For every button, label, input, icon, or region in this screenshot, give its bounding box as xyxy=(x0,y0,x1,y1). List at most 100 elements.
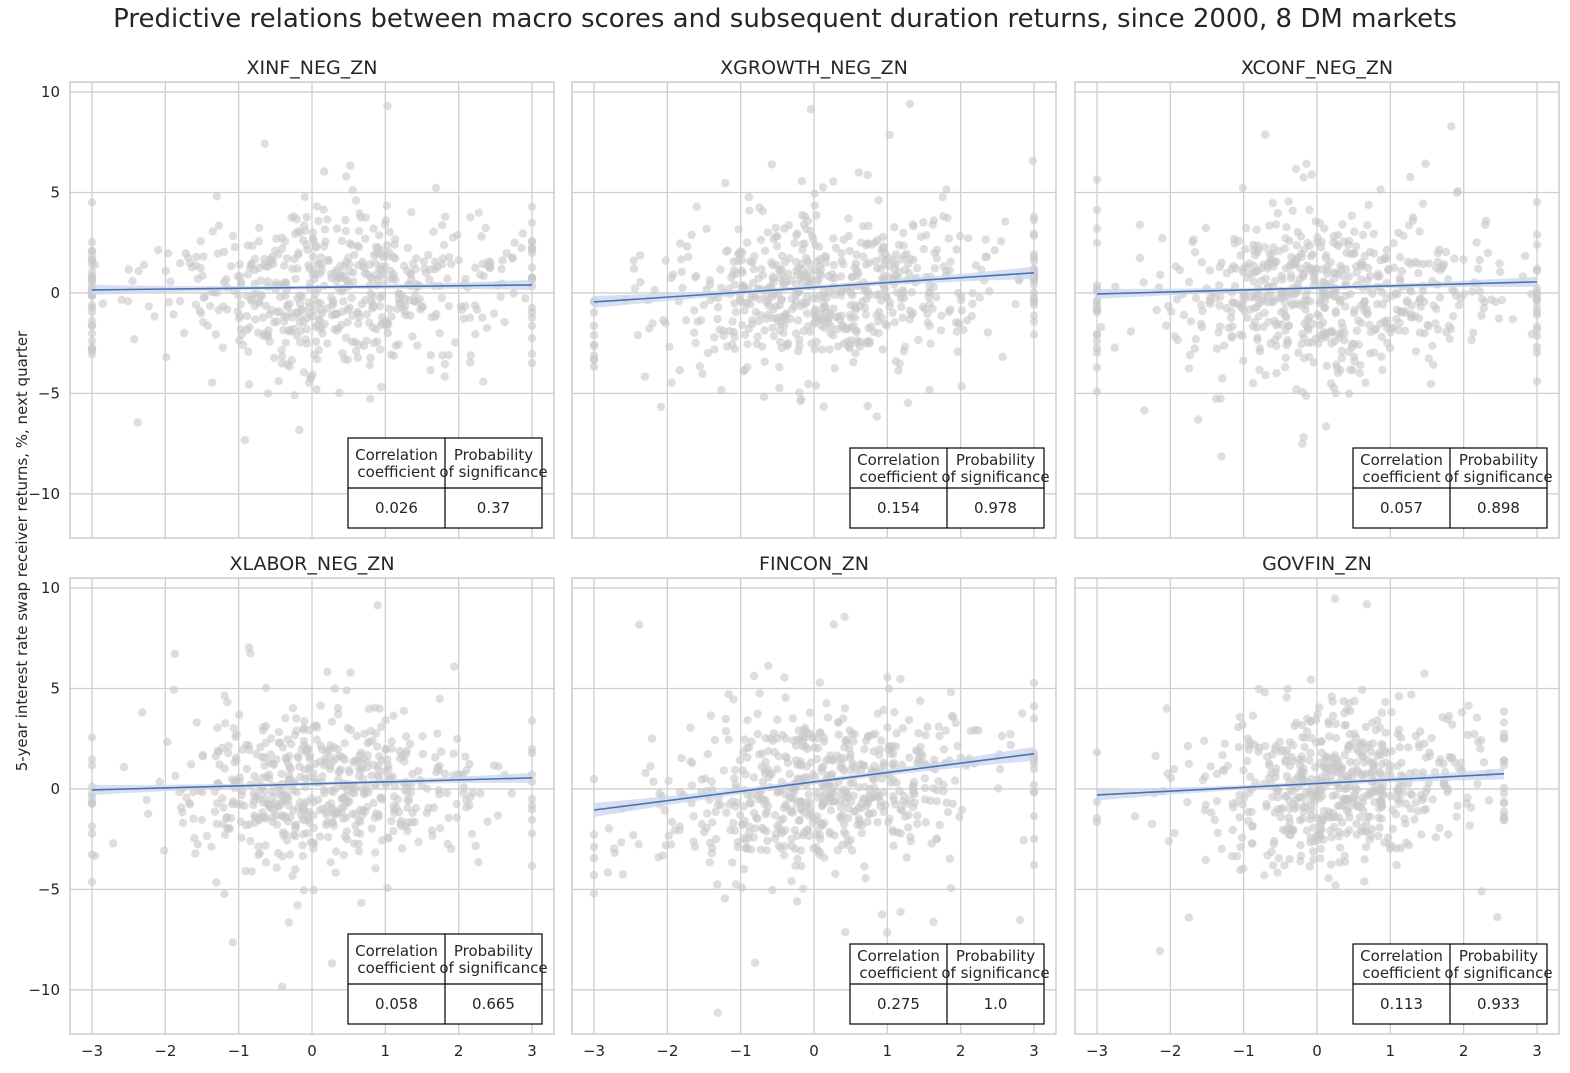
scatter-point xyxy=(1284,197,1293,206)
scatter-point xyxy=(684,252,693,262)
scatter-point xyxy=(268,799,277,809)
figure-title: Predictive relations between macro score… xyxy=(113,4,1457,34)
x-tick-label: 1 xyxy=(1386,1042,1396,1060)
scatter-point xyxy=(834,718,843,727)
scatter-point xyxy=(1261,741,1270,751)
scatter-point xyxy=(1406,769,1415,778)
scatter-point xyxy=(815,291,825,300)
scatter-point xyxy=(358,261,368,270)
scatter-point xyxy=(908,803,918,812)
scatter-point xyxy=(768,885,777,895)
scatter-point xyxy=(221,719,230,728)
scatter-point xyxy=(964,234,973,243)
scatter-point xyxy=(1497,295,1507,305)
scatter-point xyxy=(841,736,850,745)
scatter-point xyxy=(375,345,385,354)
scatter-point xyxy=(845,310,855,320)
scatter-point xyxy=(793,735,802,744)
scatter-point xyxy=(1311,813,1321,822)
scatter-point xyxy=(377,382,386,392)
scatter-point xyxy=(812,211,821,220)
scatter-point xyxy=(873,709,882,718)
scatter-point xyxy=(895,359,904,368)
scatter-point xyxy=(316,298,325,308)
scatter-point xyxy=(87,329,97,338)
scatter-point xyxy=(851,305,861,314)
scatter-point xyxy=(1400,814,1409,824)
scatter-point xyxy=(438,221,447,230)
scatter-point xyxy=(1483,248,1493,258)
scatter-point xyxy=(919,218,928,227)
scatter-point xyxy=(362,310,371,319)
scatter-point xyxy=(375,704,384,713)
scatter-point xyxy=(242,311,251,321)
scatter-point xyxy=(1376,798,1386,808)
scatter-point xyxy=(905,315,914,324)
scatter-point xyxy=(1227,331,1237,341)
scatter-point xyxy=(1382,245,1392,254)
x-tick-label: 2 xyxy=(956,1042,966,1060)
scatter-point xyxy=(792,231,801,240)
scatter-point xyxy=(389,711,398,720)
scatter-point xyxy=(399,706,408,715)
scatter-point xyxy=(1358,823,1367,833)
scatter-point xyxy=(806,105,816,114)
scatter-point xyxy=(996,237,1006,246)
scatter-point xyxy=(408,259,418,268)
scatter-point xyxy=(753,332,762,341)
scatter-point xyxy=(730,332,739,342)
scatter-point xyxy=(805,798,814,807)
scatter-point xyxy=(795,335,804,344)
scatter-point xyxy=(1215,322,1225,331)
scatter-point xyxy=(768,323,777,333)
scatter-point xyxy=(210,787,219,796)
scatter-point xyxy=(995,764,1005,774)
scatter-point xyxy=(675,826,684,835)
scatter-point xyxy=(300,765,309,774)
scatter-point xyxy=(1284,321,1293,330)
scatter-point xyxy=(1238,300,1248,310)
scatter-point xyxy=(332,753,341,763)
scatter-point xyxy=(356,213,365,222)
scatter-point xyxy=(1361,769,1371,778)
scatter-point xyxy=(476,789,485,798)
scatter-point xyxy=(1381,697,1390,707)
scatter-point xyxy=(721,178,730,188)
scatter-point xyxy=(263,330,272,339)
scatter-point xyxy=(1162,321,1171,330)
scatter-point xyxy=(841,928,850,937)
scatter-point xyxy=(1271,220,1281,229)
scatter-point xyxy=(375,301,384,311)
scatter-point xyxy=(437,747,446,756)
scatter-point xyxy=(1248,839,1257,848)
scatter-point xyxy=(454,256,463,265)
scatter-point xyxy=(888,308,897,317)
scatter-point xyxy=(932,797,941,806)
scatter-point xyxy=(721,714,730,724)
scatter-point xyxy=(1336,295,1345,305)
scatter-point xyxy=(308,252,318,261)
scatter-point xyxy=(664,831,674,840)
scatter-point xyxy=(738,321,747,330)
scatter-point xyxy=(316,253,326,262)
scatter-point xyxy=(308,228,317,237)
scatter-point xyxy=(133,418,142,427)
scatter-point xyxy=(1328,711,1338,721)
scatter-point xyxy=(1306,837,1315,847)
scatter-point xyxy=(846,797,856,806)
scatter-point xyxy=(939,212,948,221)
scatter-point xyxy=(660,806,670,815)
scatter-point xyxy=(255,223,264,232)
scatter-points xyxy=(1092,122,1542,461)
scatter-point xyxy=(1300,333,1309,343)
scatter-point xyxy=(1315,311,1324,321)
scatter-point xyxy=(222,813,231,822)
scatter-point xyxy=(1343,744,1353,754)
table-header: of significance xyxy=(1444,964,1552,982)
scatter-point xyxy=(913,811,922,820)
scatter-point xyxy=(1337,772,1346,781)
scatter-point xyxy=(301,774,310,784)
scatter-point xyxy=(1327,692,1336,701)
